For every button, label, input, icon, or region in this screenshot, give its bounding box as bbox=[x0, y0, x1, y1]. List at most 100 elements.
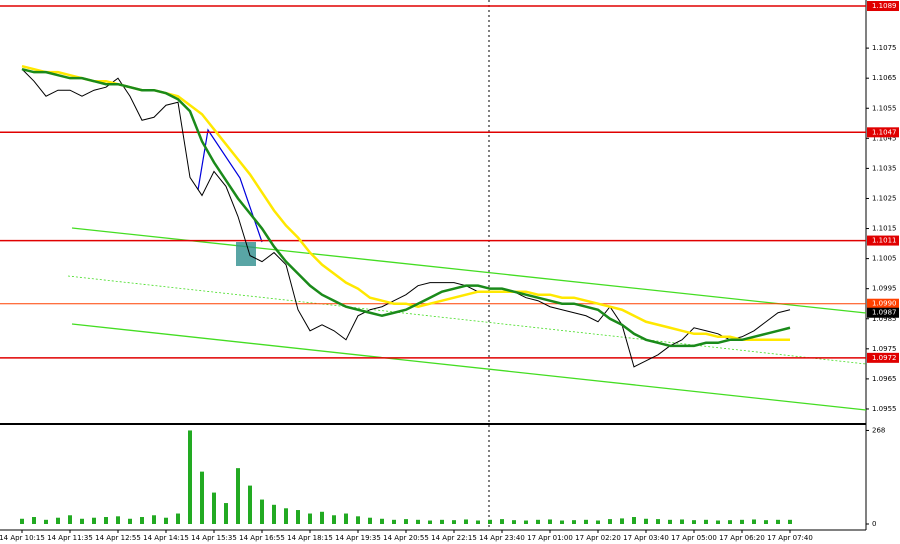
volume-bar bbox=[476, 520, 480, 524]
level-label-bg bbox=[867, 1, 899, 12]
x-tick-label: 17 Apr 03:40 bbox=[623, 534, 669, 542]
volume-bar bbox=[20, 518, 24, 524]
x-tick-label: 14 Apr 10:15 bbox=[0, 534, 45, 542]
y-tick-label: 268 bbox=[872, 426, 885, 434]
level-label-bg bbox=[867, 352, 899, 363]
volume-bar bbox=[224, 503, 228, 524]
volume-bar bbox=[668, 519, 672, 524]
volume-bar bbox=[344, 513, 348, 524]
volume-bar bbox=[284, 508, 288, 524]
y-tick-label: 1.1005 bbox=[872, 255, 897, 263]
x-tick-label: 14 Apr 22:15 bbox=[431, 534, 477, 542]
volume-bar bbox=[92, 517, 96, 524]
volume-bar bbox=[632, 517, 636, 524]
volume-bar bbox=[440, 519, 444, 524]
y-tick-label: 1.0995 bbox=[872, 285, 897, 293]
y-tick-label: 1.1015 bbox=[872, 225, 897, 233]
y-tick-label: 1.1045 bbox=[872, 134, 897, 142]
volume-bar bbox=[140, 517, 144, 524]
volume-bar bbox=[524, 520, 528, 524]
volume-bar bbox=[680, 519, 684, 524]
volume-bar bbox=[104, 517, 108, 524]
x-tick-label: 17 Apr 05:00 bbox=[671, 534, 717, 542]
volume-bar bbox=[464, 519, 468, 524]
x-tick-label: 17 Apr 01:00 bbox=[527, 534, 573, 542]
volume-bar bbox=[608, 519, 612, 524]
volume-bar bbox=[176, 513, 180, 524]
level-label-bg bbox=[867, 235, 899, 246]
y-tick-label: 1.1065 bbox=[872, 74, 897, 82]
level-label-bg bbox=[867, 127, 899, 138]
price-label: 1.0987 bbox=[872, 309, 897, 317]
volume-bar bbox=[404, 519, 408, 524]
channel-line bbox=[71, 323, 867, 411]
volume-bar bbox=[368, 517, 372, 524]
x-tick-label: 17 Apr 02:20 bbox=[575, 534, 621, 542]
volume-bar bbox=[116, 516, 120, 524]
level-label: 1.0972 bbox=[872, 354, 897, 362]
volume-bar bbox=[392, 519, 396, 524]
layout bbox=[0, 0, 867, 531]
volume-bar bbox=[380, 518, 384, 524]
plot-bg bbox=[0, 0, 866, 530]
level-label: 1.1047 bbox=[872, 128, 897, 136]
level-label: 1.1011 bbox=[872, 237, 897, 245]
volume-bar bbox=[152, 515, 156, 524]
volume-bar bbox=[548, 519, 552, 524]
volume-bar bbox=[212, 492, 216, 524]
volume-bar bbox=[272, 504, 276, 524]
volume-bar bbox=[740, 519, 744, 524]
volume-bar bbox=[200, 471, 204, 524]
x-tick-label: 14 Apr 20:55 bbox=[383, 534, 429, 542]
x-tick-label: 14 Apr 16:55 bbox=[239, 534, 285, 542]
volume-bar bbox=[536, 519, 540, 524]
volume-bar bbox=[428, 520, 432, 524]
level-label-bg bbox=[867, 298, 899, 309]
moving-average bbox=[21, 67, 791, 348]
y-tick-label: 1.0965 bbox=[872, 375, 897, 383]
volume-bar bbox=[560, 520, 564, 524]
volume-bar bbox=[68, 515, 72, 524]
volume-bar bbox=[584, 519, 588, 524]
volume-bar bbox=[416, 519, 420, 524]
volume-bar bbox=[452, 520, 456, 524]
volume-bar bbox=[44, 519, 48, 524]
y-tick-label: 1.1075 bbox=[872, 44, 897, 52]
volume-bar bbox=[332, 515, 336, 524]
x-tick-label: 14 Apr 14:15 bbox=[143, 534, 189, 542]
volume-bar bbox=[596, 520, 600, 524]
x-tick-label: 14 Apr 23:40 bbox=[479, 534, 525, 542]
volume-bar bbox=[320, 511, 324, 524]
volume-bar bbox=[704, 519, 708, 524]
y-tick-label: 1.0955 bbox=[872, 405, 897, 413]
y-tick-label: 1.1025 bbox=[872, 194, 897, 202]
y-tick-label: 1.0985 bbox=[872, 315, 897, 323]
level-label: 1.0990 bbox=[872, 300, 897, 308]
x-tick-label: 14 Apr 15:35 bbox=[191, 534, 237, 542]
level-label: 1.1089 bbox=[872, 2, 897, 10]
volume-bar bbox=[128, 518, 132, 524]
price-line bbox=[21, 68, 791, 368]
volume-bar bbox=[56, 517, 60, 524]
volume-bar bbox=[620, 518, 624, 524]
volume-bar bbox=[788, 519, 792, 524]
volume-bar bbox=[188, 430, 192, 524]
y-tick-label: 1.1055 bbox=[872, 104, 897, 112]
x-tick-label: 14 Apr 19:35 bbox=[335, 534, 381, 542]
volume-bar bbox=[164, 517, 168, 524]
channel-line bbox=[71, 227, 867, 314]
x-tick-label: 17 Apr 07:40 bbox=[767, 534, 813, 542]
volume-bar bbox=[764, 520, 768, 524]
price-label-bg bbox=[867, 307, 899, 318]
volume-bar bbox=[776, 519, 780, 524]
volume-bar bbox=[296, 510, 300, 524]
volume-bar bbox=[260, 499, 264, 524]
x-tick-label: 14 Apr 12:55 bbox=[95, 534, 141, 542]
volume-bar bbox=[80, 518, 84, 524]
signal-box bbox=[236, 242, 256, 266]
x-tick-label: 17 Apr 06:20 bbox=[719, 534, 765, 542]
x-tick-label: 14 Apr 18:15 bbox=[287, 534, 333, 542]
volume-bar bbox=[644, 518, 648, 524]
